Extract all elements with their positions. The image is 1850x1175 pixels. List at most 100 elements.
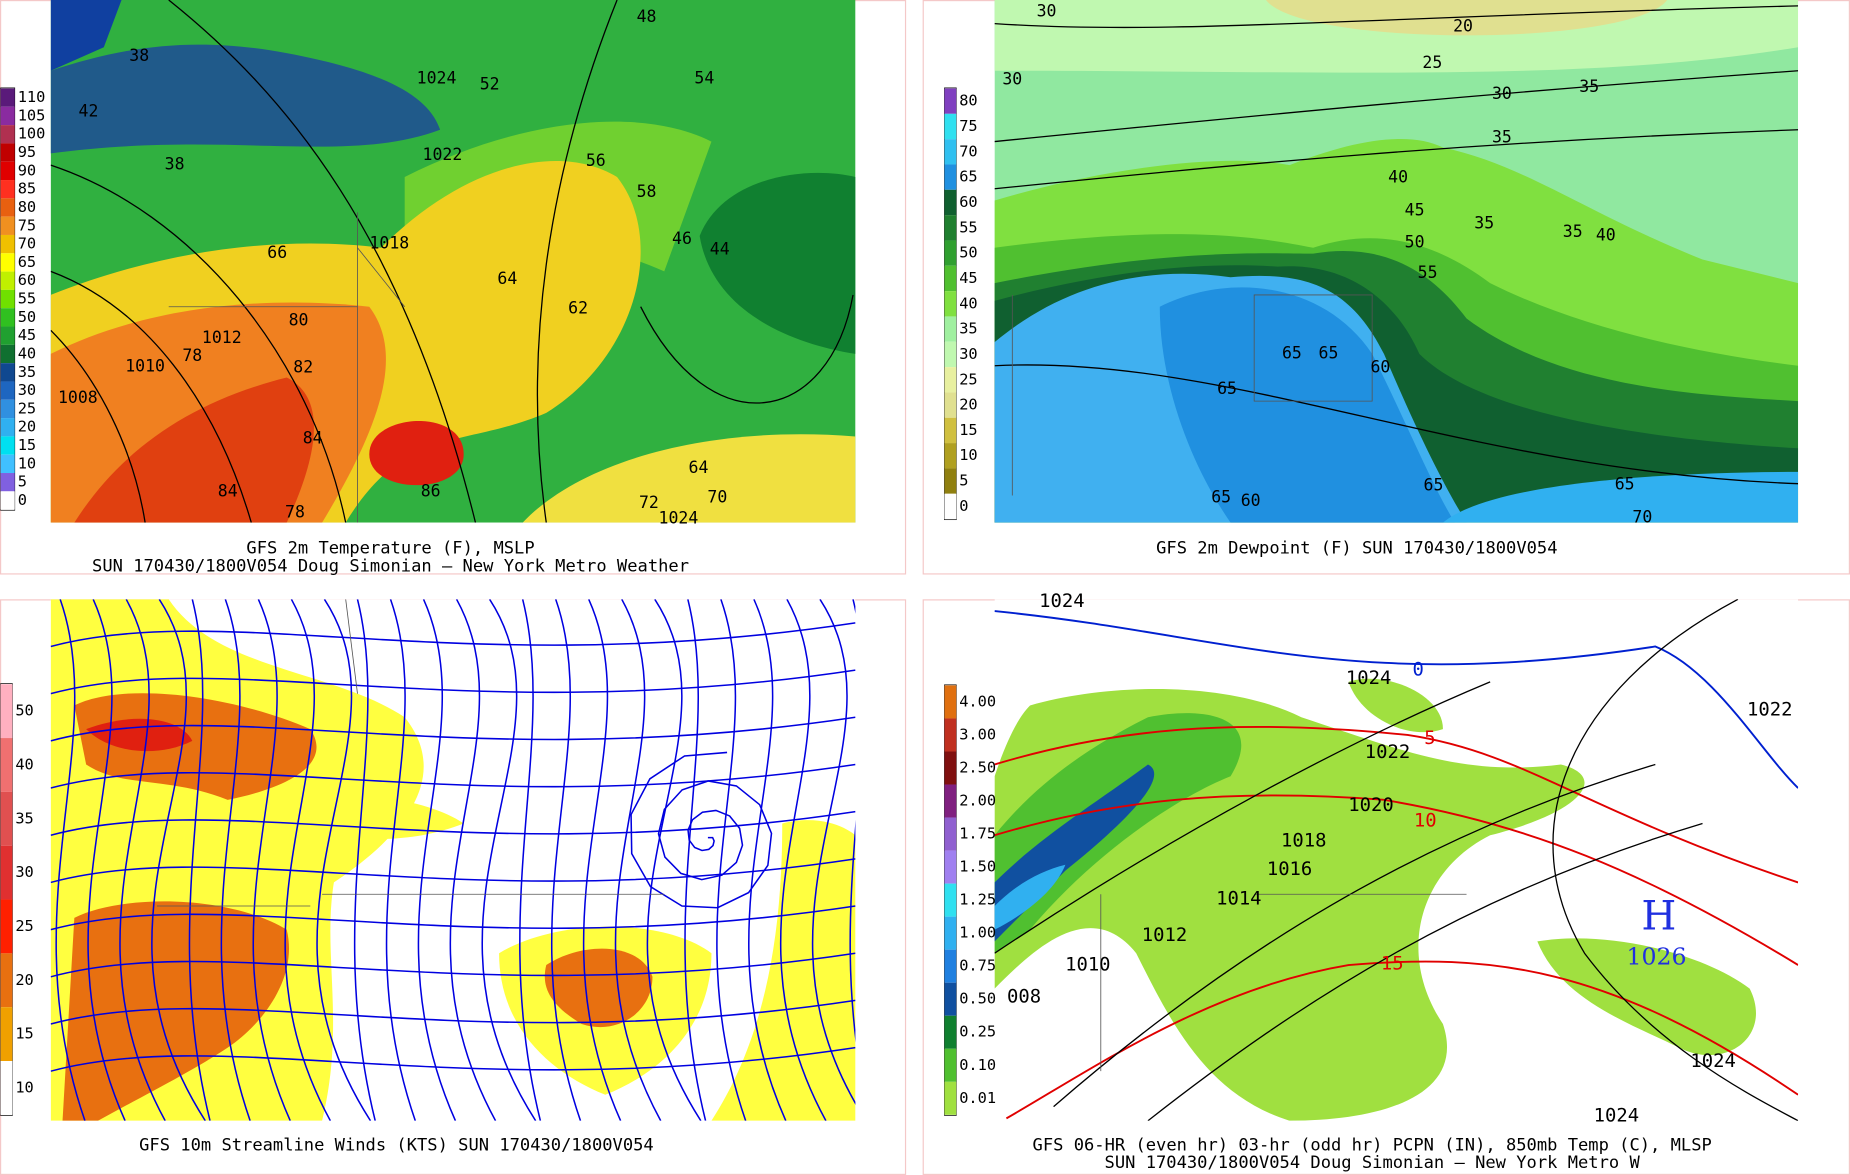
contour-label: 78: [285, 503, 305, 522]
colorbar-swatch: [0, 125, 15, 144]
contour-line: [1147, 822, 1703, 1121]
shaded-region: [544, 948, 653, 1028]
colorbar-swatch: [0, 491, 15, 510]
contour-label: 1020: [1348, 794, 1393, 816]
streamline: [316, 599, 372, 1121]
colorbar-swatch: [0, 845, 13, 900]
streamline: [519, 599, 542, 1121]
colorbar-label: 40: [15, 755, 33, 773]
contour-line: [50, 164, 347, 523]
colorbar-label: 30: [18, 381, 36, 399]
colorbar-label: 15: [959, 421, 977, 439]
contour-label: 1012: [202, 328, 242, 347]
colorbar-swatch: [944, 316, 957, 342]
colorbar-label: 0.10: [959, 1056, 996, 1074]
contour-line: [168, 212, 406, 523]
contour-label: 20: [1453, 17, 1473, 36]
contour-label: 65: [1211, 487, 1231, 506]
contour-label: 80: [289, 310, 309, 329]
colorbar-label: 65: [18, 253, 36, 271]
streamline: [417, 599, 457, 1121]
colorbar-label: 60: [959, 193, 977, 211]
contour-label: 56: [586, 151, 606, 170]
colorbar-swatch: [944, 949, 957, 983]
streamline: [353, 599, 376, 1121]
colorbar-label: 25: [18, 399, 36, 417]
colorbar-swatch: [0, 180, 15, 199]
colorbar-swatch: [0, 1007, 13, 1062]
caption: GFS 2m Temperature (F), MSLP: [246, 539, 534, 559]
contour-label: 1024: [1039, 590, 1084, 612]
contour-label: 84: [218, 481, 238, 500]
colorbar-swatch: [0, 106, 15, 126]
contour-label: 62: [568, 299, 588, 318]
colorbar-label: 20: [15, 971, 33, 989]
colorbar-swatch: [944, 88, 957, 114]
colorbar-label: 85: [18, 180, 36, 198]
colorbar-label: 20: [959, 396, 977, 414]
colorbar-label: 50: [18, 308, 36, 326]
contour-label: 35: [1579, 77, 1599, 96]
contour-line: [1011, 294, 1373, 496]
colorbar-label: 70: [959, 142, 977, 160]
colorbar-label: 95: [18, 143, 36, 161]
colorbar-swatch: [944, 883, 957, 917]
map: [50, 599, 856, 1121]
streamline: [50, 669, 856, 695]
colorbar-label: 3.00: [959, 725, 996, 743]
contour-label: 35: [1563, 222, 1583, 241]
colorbar-swatch: [0, 161, 15, 181]
contour-line: [994, 681, 1491, 954]
streamline: [284, 599, 332, 1121]
streamline: [50, 810, 856, 836]
colorbar-swatch: [0, 418, 15, 437]
streamline: [716, 599, 747, 1121]
streamline: [582, 599, 622, 1121]
colorbar-label: 35: [15, 809, 33, 827]
contour-label: 55: [1418, 263, 1438, 282]
shaded-region: [994, 864, 1066, 930]
colorbar-label: 30: [959, 345, 977, 363]
shaded-region: [74, 377, 314, 523]
colorbar-swatch: [944, 417, 957, 444]
contour-label: 1016: [1267, 858, 1312, 880]
streamline: [811, 599, 856, 1105]
shaded-region: [50, 44, 441, 154]
contour-label: 35: [1492, 128, 1512, 147]
colorbar-swatch: [0, 143, 15, 162]
colorbar-label: 75: [18, 216, 36, 234]
colorbar-swatch: [0, 899, 13, 954]
map: [994, 599, 1799, 1121]
contour-label: 1022: [1747, 699, 1792, 721]
contour-label: 38: [165, 155, 185, 174]
contour-label: 58: [637, 182, 657, 201]
shaded-region: [62, 901, 290, 1121]
colorbar-swatch: [944, 751, 957, 785]
colorbar-label: 105: [18, 106, 46, 124]
shaded-region: [1159, 287, 1455, 523]
colorbar-swatch: [0, 326, 15, 345]
contour-label: 5: [1424, 727, 1435, 749]
colorbar-label: 40: [959, 294, 977, 312]
shaded-region: [369, 420, 464, 486]
colorbar-swatch: [944, 367, 957, 393]
contour-label: 65: [1217, 379, 1237, 398]
colorbar-label: 60: [18, 271, 36, 289]
streamline: [385, 599, 417, 1121]
streamline: [779, 599, 827, 1121]
colorbar-swatch: [0, 791, 13, 846]
contour-label: 1008: [58, 388, 98, 407]
contour-label: 1024: [1594, 1105, 1639, 1127]
colorbar-swatch: [0, 253, 15, 272]
colorbar-swatch: [944, 718, 957, 752]
contour-line: [994, 70, 1799, 143]
shaded-region: [1442, 471, 1799, 523]
contour-label: 1018: [1281, 830, 1326, 852]
shaded-region: [86, 718, 193, 752]
colorbar-label: 35: [18, 363, 36, 381]
streamline: [646, 599, 702, 1121]
contour-line: [994, 794, 1799, 966]
streamline: [50, 1046, 856, 1072]
colorbar-swatch: [0, 684, 13, 739]
